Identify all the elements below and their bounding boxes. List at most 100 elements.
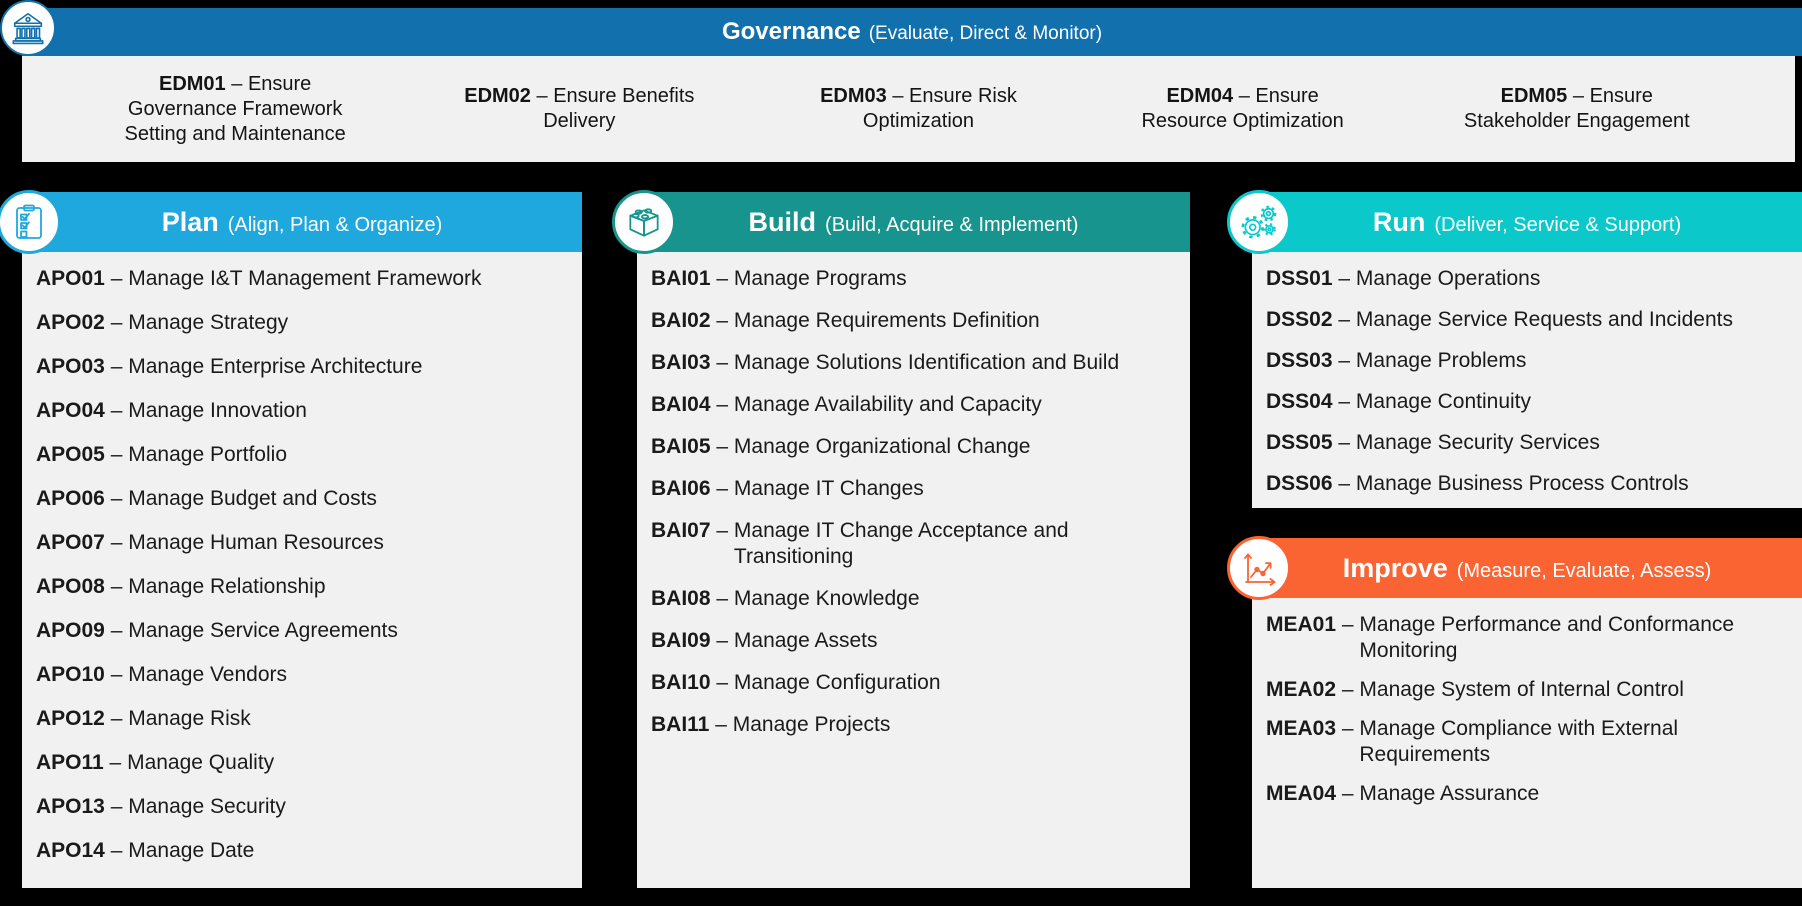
list-item: DSS03 – Manage Problems (1266, 348, 1796, 374)
list-item: BAI01 – Manage Programs (651, 266, 1184, 292)
item-separator: – (104, 839, 129, 862)
list-item: APO07 – Manage Human Resources (36, 530, 576, 556)
list-item: BAI02 – Manage Requirements Definition (651, 308, 1184, 334)
item-code: APO02 (36, 311, 105, 334)
item-code: APO05 (36, 443, 105, 466)
list-item: EDM04 – Ensure Resource Optimization (1127, 84, 1359, 134)
improve-objectives-list: MEA01 – Manage Performance and Conforman… (1252, 598, 1802, 888)
plan-title: Plan (161, 206, 219, 237)
bank-icon (0, 0, 56, 56)
item-code: BAI02 (651, 309, 711, 332)
item-separator: – (1336, 782, 1360, 805)
item-code: BAI07 (651, 519, 711, 542)
item-label: Manage Configuration (733, 671, 941, 694)
item-code: BAI05 (651, 435, 711, 458)
gears-icon (1227, 190, 1291, 254)
item-label: Manage Service Agreements (128, 619, 398, 642)
list-item: APO03 – Manage Enterprise Architecture (36, 354, 576, 380)
item-separator: – (104, 795, 129, 818)
plan-header-text: Plan (Align, Plan & Organize) (162, 207, 443, 238)
item-code: APO11 (36, 751, 104, 774)
list-item: APO13 – Manage Security (36, 794, 576, 820)
list-item: EDM03 – Ensure Risk Optimization (802, 84, 1034, 134)
item-separator: – (1336, 613, 1360, 636)
item-label: Manage Budget and Costs (128, 487, 377, 510)
item-separator: – (1233, 85, 1256, 107)
item-label: Manage Organizational Change (733, 435, 1031, 458)
build-objectives-list: BAI01 – Manage Programs BAI02 – Manage Re… (637, 252, 1190, 888)
item-separator: – (104, 487, 129, 510)
list-item: APO09 – Manage Service Agreements (36, 618, 576, 644)
item-label: Manage Vendors (128, 663, 288, 686)
run-header-bar: Run (Deliver, Service & Support) (1227, 190, 1802, 254)
item-separator: – (103, 751, 128, 774)
item-label: Manage Knowledge (733, 587, 920, 610)
list-item: DSS06 – Manage Business Process Controls (1266, 471, 1796, 497)
item-label: Manage I&T Management Framework (128, 267, 482, 290)
list-item: BAI06 – Manage IT Changes (651, 476, 1184, 502)
item-separator: – (104, 575, 129, 598)
lego-brick-icon (612, 190, 676, 254)
item-label: Manage Requirements Definition (733, 309, 1040, 332)
build-header-bar: Build (Build, Acquire & Implement) (612, 190, 1190, 254)
item-label: Manage Security (128, 795, 286, 818)
item-separator: – (1567, 85, 1590, 107)
item-label: Manage Strategy (128, 311, 289, 334)
item-code: MEA01 (1266, 613, 1337, 636)
item-separator: – (104, 531, 129, 554)
governance-header-bar: Governance (Evaluate, Direct & Monitor) (22, 8, 1802, 56)
item-label: Manage Solutions Identification and Buil… (733, 351, 1120, 374)
item-code: BAI08 (651, 587, 711, 610)
item-separator: – (530, 85, 554, 107)
build-subtitle: (Build, Acquire & Implement) (825, 213, 1079, 236)
build-header-text: Build (Build, Acquire & Implement) (749, 207, 1079, 238)
list-item: APO01 – Manage I&T Management Framework (36, 266, 576, 292)
list-item: BAI05 – Manage Organizational Change (651, 434, 1184, 460)
run-objectives-list: DSS01 – Manage Operations DSS02 – Manage … (1252, 252, 1802, 508)
item-code: APO09 (36, 619, 105, 642)
item-separator: – (886, 85, 910, 107)
list-item: APO11 – Manage Quality (36, 750, 576, 776)
item-label: Ensure Stakeholder Engagement (1463, 85, 1690, 132)
item-code: BAI10 (651, 671, 711, 694)
item-label: Manage Projects (732, 713, 891, 736)
item-label: Ensure Resource Optimization (1141, 85, 1344, 132)
list-item: APO04 – Manage Innovation (36, 398, 576, 424)
item-code: DSS03 (1266, 349, 1333, 372)
list-item: BAI10 – Manage Configuration (651, 670, 1184, 696)
item-label: Manage Continuity (1355, 390, 1532, 413)
plan-subtitle: (Align, Plan & Organize) (227, 213, 443, 236)
list-item: DSS01 – Manage Operations (1266, 266, 1796, 292)
clipboard-checklist-icon (0, 190, 61, 254)
item-code: APO13 (36, 795, 105, 818)
list-item: APO06 – Manage Budget and Costs (36, 486, 576, 512)
item-code: APO12 (36, 707, 105, 730)
list-item: BAI07 – Manage IT Change Acceptance and … (651, 518, 1184, 570)
item-code: EDM04 (1166, 85, 1234, 107)
run-title: Run (1372, 206, 1426, 237)
list-item: MEA03 – Manage Compliance with External … (1266, 716, 1796, 768)
item-code: EDM03 (820, 85, 887, 107)
item-label: Ensure Benefits Delivery (543, 85, 695, 132)
item-separator: – (104, 399, 129, 422)
item-label: Manage Quality (127, 751, 275, 774)
item-code: DSS02 (1266, 308, 1333, 331)
item-separator: – (710, 309, 734, 332)
list-item: MEA02 – Manage System of Internal Contro… (1266, 677, 1796, 703)
item-separator: – (710, 393, 734, 416)
item-separator: – (710, 519, 734, 542)
list-item: APO05 – Manage Portfolio (36, 442, 576, 468)
item-label: Manage Portfolio (128, 443, 287, 466)
list-item: EDM05 – Ensure Stakeholder Engagement (1451, 84, 1703, 134)
list-item: APO10 – Manage Vendors (36, 662, 576, 688)
list-item: DSS05 – Manage Security Services (1266, 430, 1796, 456)
item-separator: – (1332, 267, 1356, 290)
item-label: Manage Programs (733, 267, 907, 290)
run-subtitle: (Deliver, Service & Support) (1434, 213, 1682, 236)
item-label: Manage Business Process Controls (1355, 472, 1689, 495)
item-code: MEA02 (1266, 678, 1337, 701)
item-label: Manage Human Resources (128, 531, 384, 554)
item-label: Ensure Governance Framework Setting and … (124, 72, 346, 145)
item-separator: – (710, 587, 734, 610)
